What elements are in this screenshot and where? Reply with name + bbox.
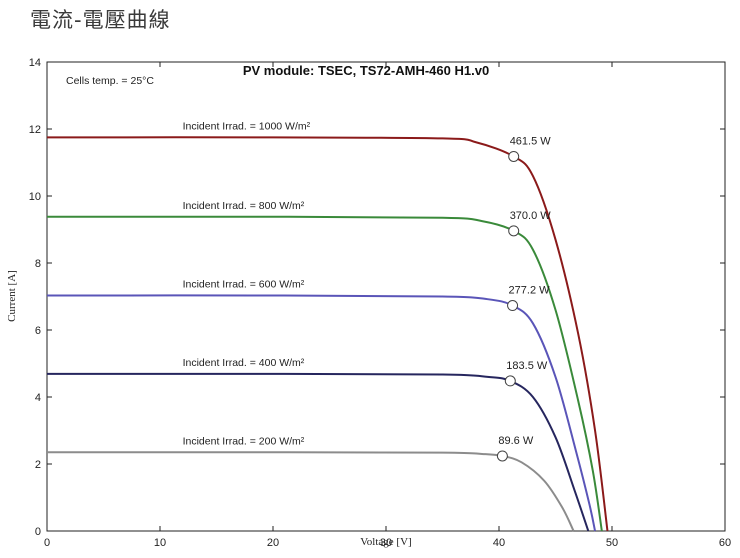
mpp-power-label: 461.5 W xyxy=(510,135,552,147)
x-tick-label: 10 xyxy=(154,537,166,549)
mpp-power-label: 277.2 W xyxy=(509,285,551,297)
mpp-power-label: 89.6 W xyxy=(498,435,533,447)
mpp-marker xyxy=(508,225,520,237)
mpp-marker xyxy=(507,300,519,312)
series-label: Incident Irrad. = 600 W/m² xyxy=(183,278,305,290)
iv-curve-line xyxy=(46,451,575,532)
y-tick-label: 4 xyxy=(35,392,41,404)
mpp-marker xyxy=(496,450,508,462)
x-tick-label: 30 xyxy=(380,537,392,549)
y-tick-label: 6 xyxy=(35,325,41,337)
x-tick-label: 60 xyxy=(719,537,731,549)
series-label: Incident Irrad. = 800 W/m² xyxy=(183,200,305,212)
mpp-marker xyxy=(504,375,516,387)
x-tick-label: 20 xyxy=(267,537,279,549)
mpp-power-label: 370.0 W xyxy=(510,210,552,222)
y-tick-label: 10 xyxy=(29,191,41,203)
cells-temp-note: Cells temp. = 25°C xyxy=(66,75,154,87)
series-label: Incident Irrad. = 1000 W/m² xyxy=(183,120,311,132)
series-label: Incident Irrad. = 400 W/m² xyxy=(183,357,305,369)
y-tick-label: 12 xyxy=(29,124,41,136)
mpp-power-label: 183.5 W xyxy=(506,360,548,372)
x-tick-label: 40 xyxy=(493,537,505,549)
y-tick-label: 2 xyxy=(35,459,41,471)
page-heading: 電流-電壓曲線 xyxy=(30,8,171,32)
iv-curve-line xyxy=(46,136,609,532)
iv-curve-line xyxy=(46,372,590,532)
x-tick-label: 50 xyxy=(606,537,618,549)
y-tick-label: 0 xyxy=(35,526,41,538)
x-axis-label: Voltage [V] xyxy=(360,536,411,548)
chart-title: PV module: TSEC, TS72-AMH-460 H1.v0 xyxy=(243,63,489,78)
y-axis-label: Current [A] xyxy=(6,270,18,322)
series-label: Incident Irrad. = 200 W/m² xyxy=(183,435,305,447)
mpp-marker xyxy=(508,150,520,162)
x-tick-label: 0 xyxy=(44,537,50,549)
iv-curve-line xyxy=(46,294,597,532)
y-tick-label: 8 xyxy=(35,258,41,270)
y-tick-label: 14 xyxy=(29,57,41,69)
